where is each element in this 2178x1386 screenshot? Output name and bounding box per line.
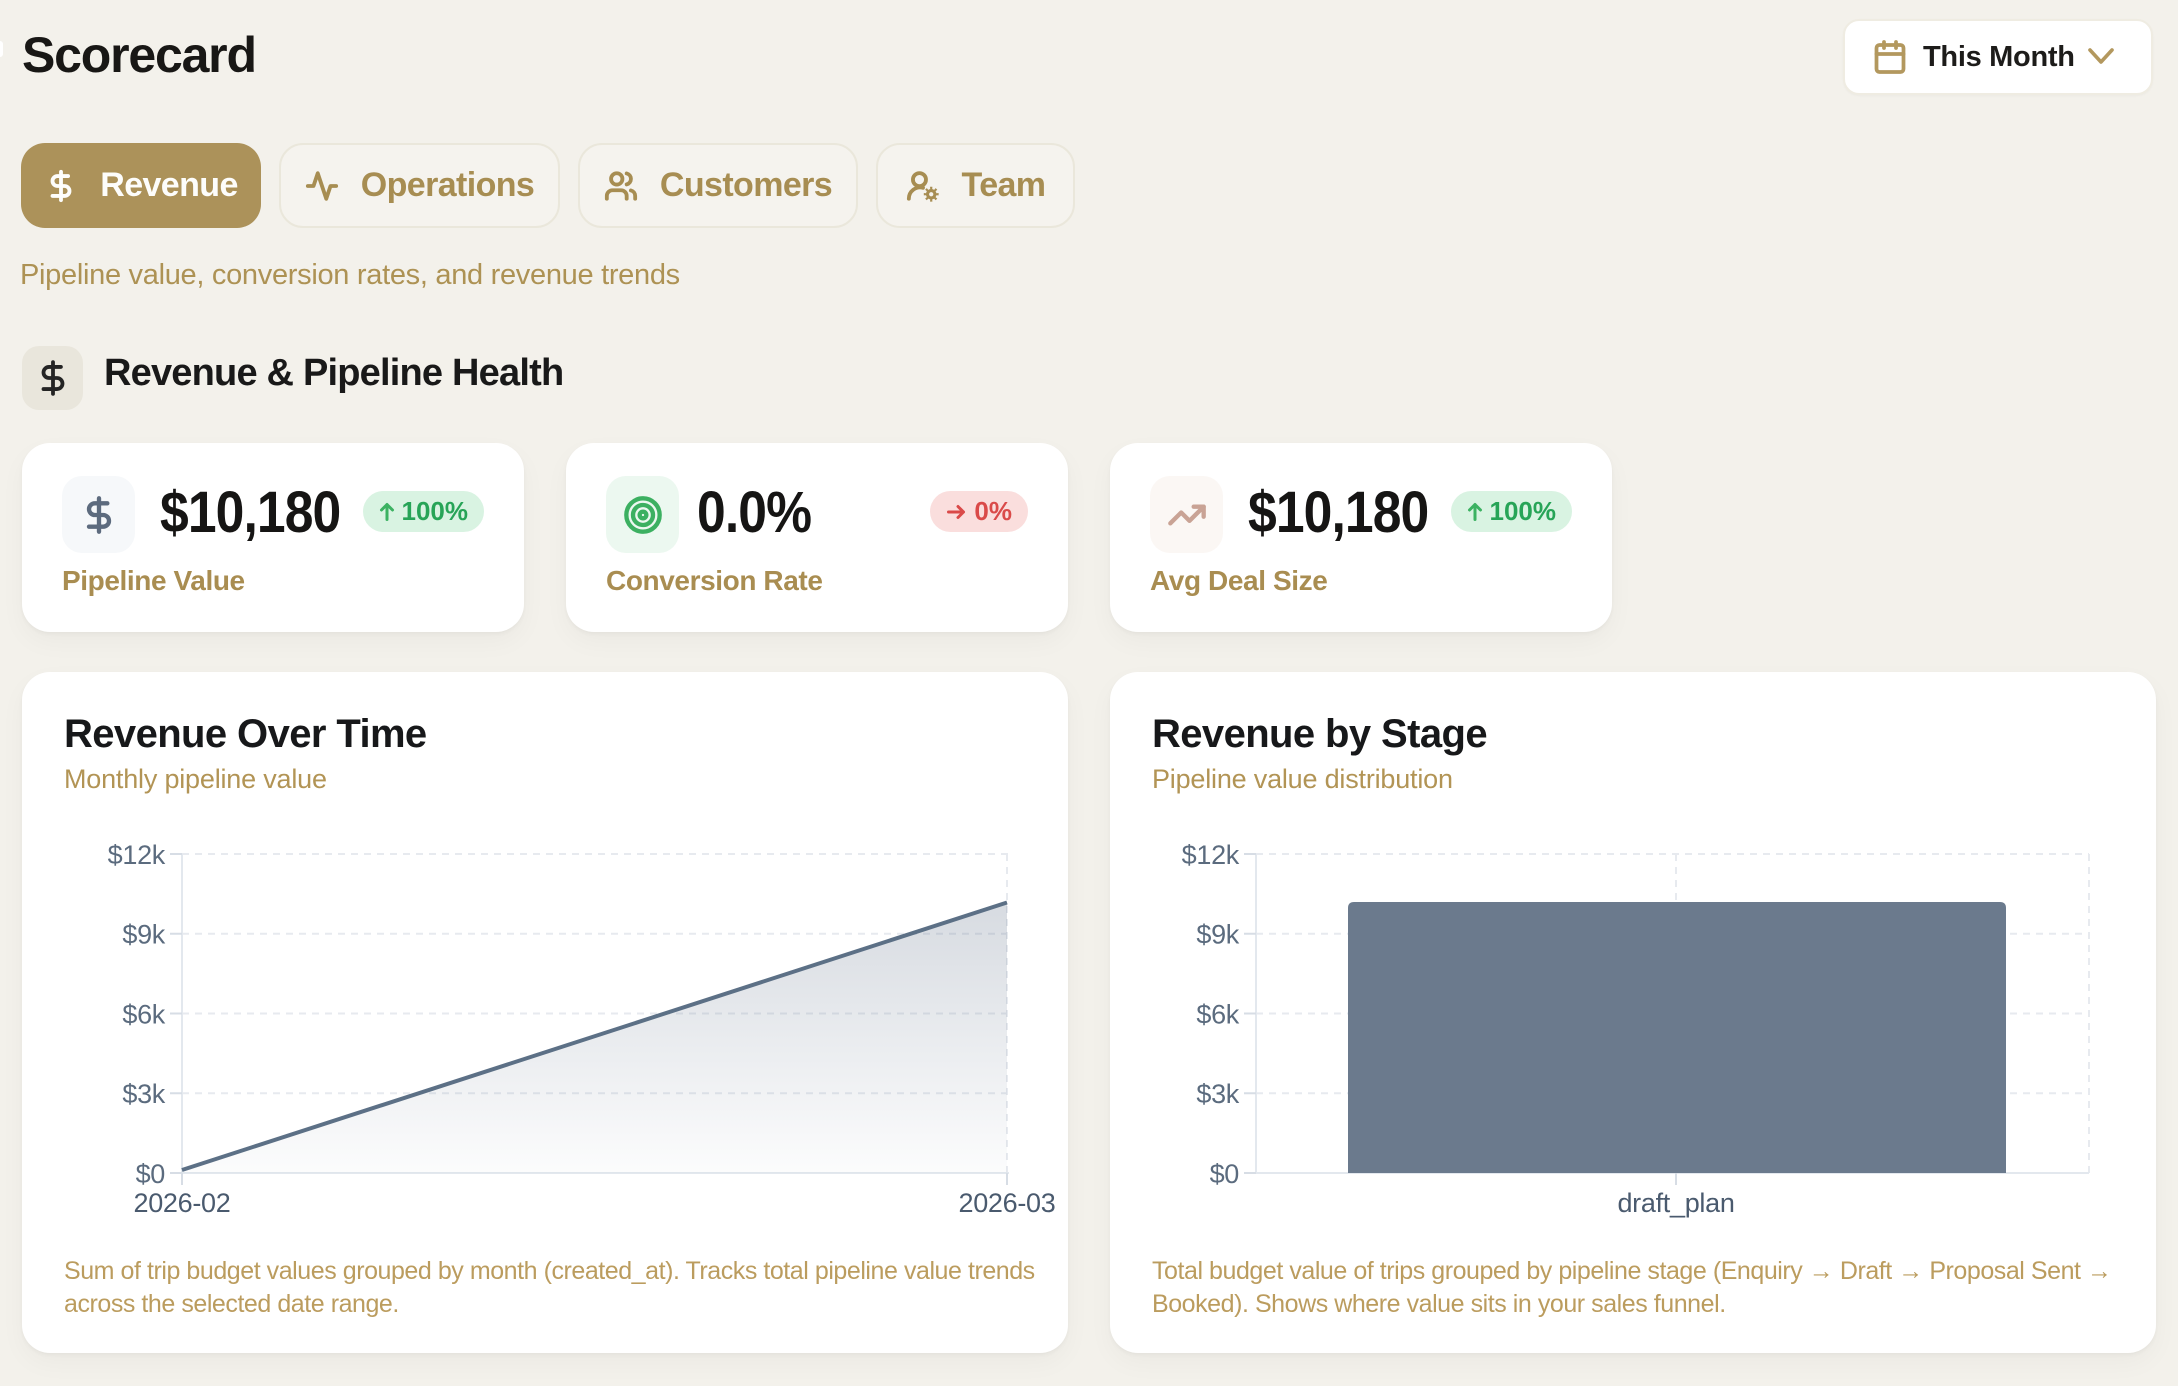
- svg-text:$12k: $12k: [1182, 840, 1240, 870]
- svg-text:draft_plan: draft_plan: [1617, 1188, 1734, 1218]
- svg-text:$0: $0: [1210, 1159, 1239, 1189]
- svg-text:$0: $0: [136, 1159, 165, 1189]
- svg-text:$9k: $9k: [1196, 920, 1239, 950]
- svg-text:$9k: $9k: [122, 920, 165, 950]
- svg-text:$3k: $3k: [1196, 1079, 1239, 1109]
- svg-text:$3k: $3k: [122, 1079, 165, 1109]
- svg-text:$6k: $6k: [1196, 1000, 1239, 1030]
- svg-text:2026-02: 2026-02: [134, 1188, 231, 1218]
- svg-text:$12k: $12k: [108, 840, 166, 870]
- svg-text:2026-03: 2026-03: [959, 1188, 1056, 1218]
- svg-text:$6k: $6k: [122, 1000, 165, 1030]
